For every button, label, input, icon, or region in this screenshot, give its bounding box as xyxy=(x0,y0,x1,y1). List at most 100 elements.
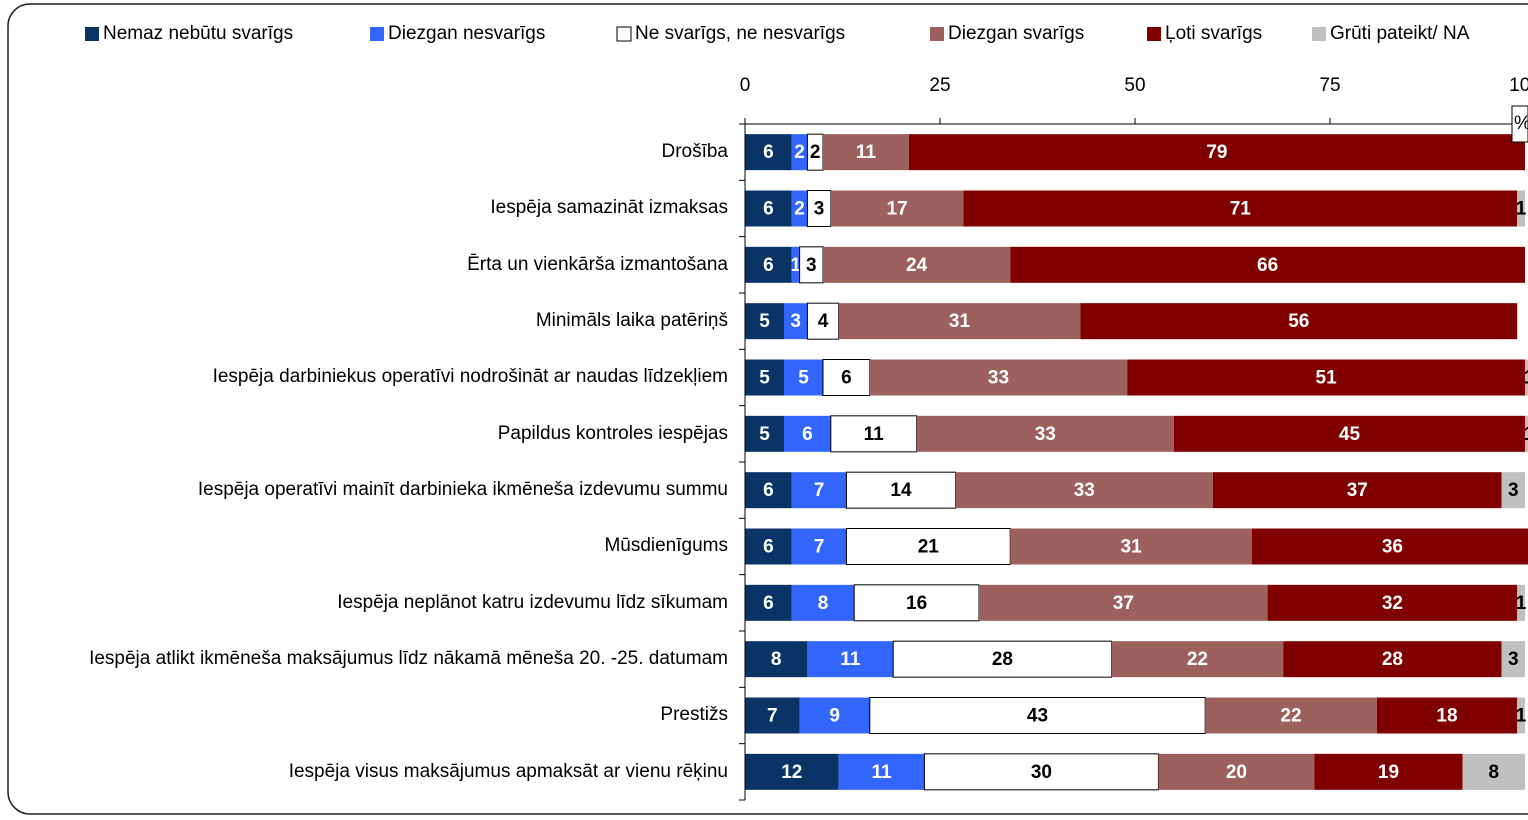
bar-segment xyxy=(853,584,980,622)
category-label: Iespēja operatīvi mainīt darbinieka ikmē… xyxy=(197,479,728,501)
data-label: 12 xyxy=(781,762,802,783)
bar-segment xyxy=(1314,753,1463,790)
data-label: 33 xyxy=(1035,424,1056,445)
data-label: 11 xyxy=(871,762,892,783)
x-tick-label: 50 xyxy=(1124,75,1145,96)
bar-segment xyxy=(1501,641,1525,678)
data-label: 5 xyxy=(759,424,770,445)
x-tick-label: 0 xyxy=(740,75,751,96)
data-label: 6 xyxy=(763,593,774,614)
category-label: Iespēja atlikt ikmēneša maksājumus līdz … xyxy=(89,648,728,670)
legend-label: Diezgan svarīgs xyxy=(948,23,1084,44)
data-label: 2 xyxy=(794,142,805,163)
legend-swatch xyxy=(1312,27,1326,41)
x-axis-label: % xyxy=(1514,113,1528,134)
data-label: 8 xyxy=(1489,762,1500,783)
bar-segment xyxy=(791,190,808,227)
bar-segment xyxy=(791,528,847,565)
bar-segment xyxy=(1174,415,1525,452)
data-label: 11 xyxy=(864,424,885,445)
legend-label: Ļoti svarīgs xyxy=(1165,23,1262,44)
data-label: 31 xyxy=(949,311,971,332)
bar-segment xyxy=(791,472,847,509)
bar-segment xyxy=(822,359,871,396)
legend-label: Grūti pateikt/ NA xyxy=(1330,23,1470,44)
data-label: 31 xyxy=(1121,537,1143,558)
bar-segment xyxy=(830,190,964,227)
data-label: 5 xyxy=(759,368,770,389)
data-label: 66 xyxy=(1257,255,1278,276)
data-label: 22 xyxy=(1280,706,1301,727)
legend-label: Nemaz nebūtu svarīgs xyxy=(103,23,293,44)
bar-segment xyxy=(1525,359,1528,396)
frame xyxy=(7,3,1528,815)
data-label: 6 xyxy=(802,424,813,445)
bar-segment xyxy=(1080,303,1518,340)
category-label: Iespēja darbiniekus operatīvi nodrošināt… xyxy=(212,366,728,388)
data-label: 20 xyxy=(1226,762,1247,783)
bar-segment xyxy=(1010,528,1252,565)
bar-segment xyxy=(955,472,1213,509)
bar-segment xyxy=(823,246,1011,283)
bar-segment xyxy=(745,190,792,227)
data-label: 8 xyxy=(771,649,782,670)
category-label: Minimāls laika patēriņš xyxy=(535,310,728,332)
bar-segment xyxy=(823,134,909,171)
bar-segment xyxy=(745,528,792,565)
data-label: 3 xyxy=(814,199,825,220)
legend-swatch xyxy=(930,27,944,41)
bar-segment xyxy=(791,584,855,621)
data-label: 5 xyxy=(798,368,809,389)
bar-segment xyxy=(892,640,1113,678)
bar-segment xyxy=(1501,472,1525,509)
bar-segment xyxy=(1252,528,1528,565)
bar-segment xyxy=(1205,697,1377,734)
category-label: Iespēja neplānot katru izdevumu līdz sīk… xyxy=(337,591,728,613)
bar-segment xyxy=(745,753,839,790)
data-label: 6 xyxy=(763,255,774,276)
bar-segment xyxy=(784,415,831,452)
legend-swatch xyxy=(370,27,384,41)
bar-segment xyxy=(745,641,808,678)
data-label: 6 xyxy=(763,537,774,558)
bar-segment xyxy=(1517,190,1525,227)
bar-segment xyxy=(1158,753,1315,790)
bar-segment xyxy=(1517,584,1525,621)
data-label: 11 xyxy=(856,142,877,163)
data-label: 24 xyxy=(906,255,928,276)
bar-segment xyxy=(745,134,792,171)
category-label: Iespēja samazināt izmaksas xyxy=(490,197,728,219)
bar-segment xyxy=(807,641,894,678)
bar-segment xyxy=(845,471,957,509)
data-label: 1 xyxy=(790,255,801,276)
category-label: Ērta un vienkārša izmantošana xyxy=(467,253,728,275)
bar-segment xyxy=(1525,415,1528,452)
data-label: 11 xyxy=(840,649,861,670)
data-label: 56 xyxy=(1288,311,1309,332)
data-label: 28 xyxy=(1382,649,1403,670)
data-label: 71 xyxy=(1230,199,1252,220)
data-label: 16 xyxy=(906,593,927,614)
bar-segment xyxy=(1517,697,1525,734)
data-label: 3 xyxy=(806,255,817,276)
category-label: Drošība xyxy=(661,141,728,163)
data-label: 7 xyxy=(814,537,825,558)
data-label: 2 xyxy=(810,142,821,163)
data-label: 4 xyxy=(818,311,829,332)
data-label: 36 xyxy=(1382,537,1403,558)
data-label: 33 xyxy=(988,368,1009,389)
data-label: 2 xyxy=(794,199,805,220)
data-label: 21 xyxy=(918,537,940,558)
data-label: 6 xyxy=(763,480,774,501)
data-label: 37 xyxy=(1113,593,1134,614)
bar-segment xyxy=(784,303,808,340)
bar-segment xyxy=(745,246,792,283)
bar-segment xyxy=(838,753,925,790)
bar-segment xyxy=(845,528,1011,565)
bar-segment xyxy=(1010,246,1525,283)
data-label: 5 xyxy=(759,311,770,332)
bar-segment xyxy=(869,359,1128,396)
bar-segment xyxy=(745,697,800,734)
legend-label: Ne svarīgs, ne nesvarīgs xyxy=(635,23,845,44)
